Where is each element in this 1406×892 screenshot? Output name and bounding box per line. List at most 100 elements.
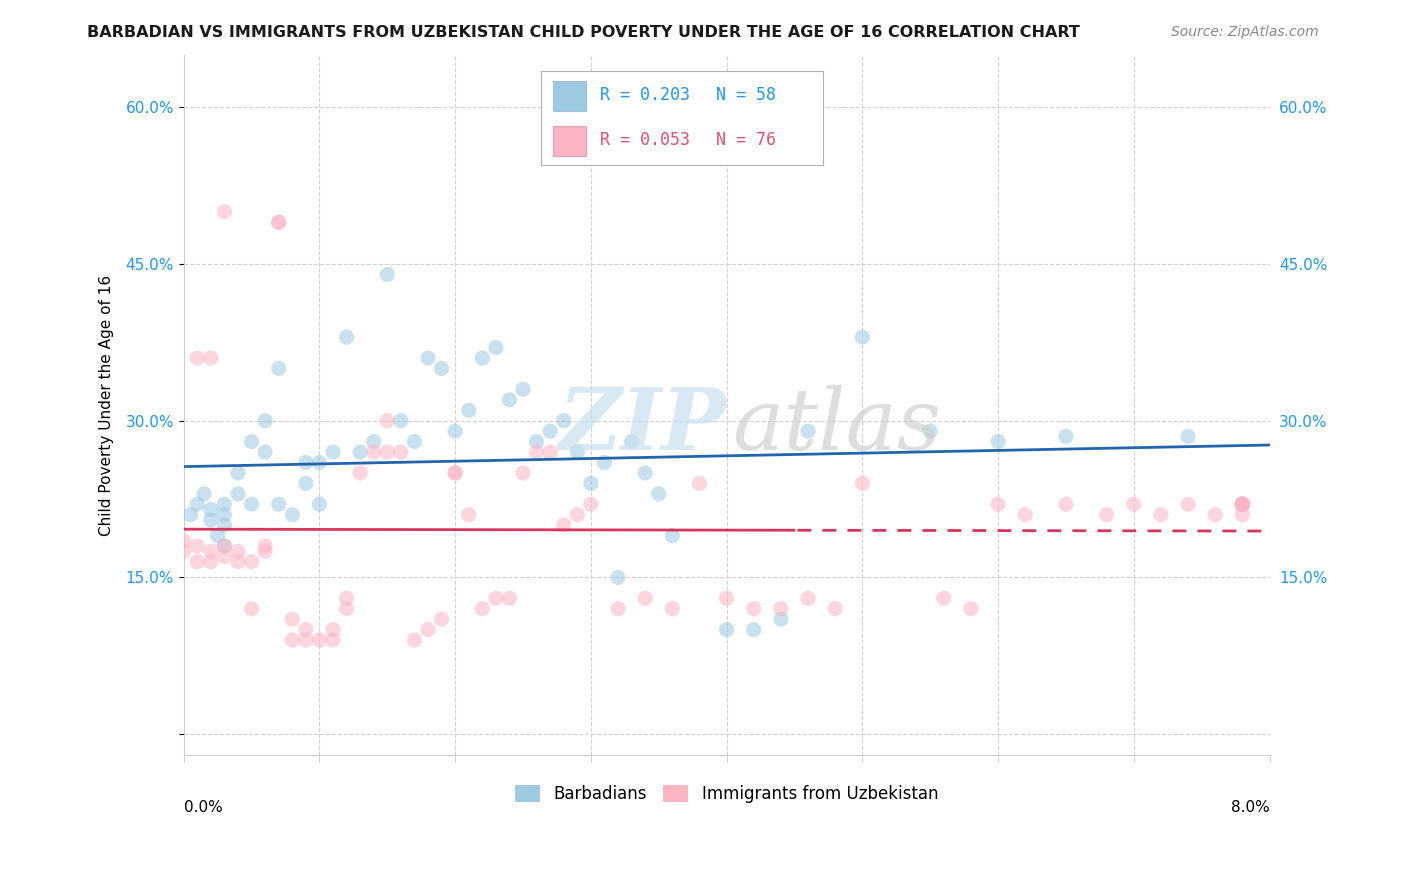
Point — [308, 497, 330, 511]
Point — [240, 497, 263, 511]
Point — [1177, 429, 1199, 443]
Point — [430, 361, 453, 376]
Text: 8.0%: 8.0% — [1230, 800, 1270, 815]
Point — [254, 445, 277, 459]
Point — [375, 445, 398, 459]
Point — [226, 466, 249, 480]
Point — [254, 414, 277, 428]
Point — [295, 455, 318, 469]
Y-axis label: Child Poverty Under the Age of 16: Child Poverty Under the Age of 16 — [100, 275, 114, 535]
Point — [200, 502, 222, 516]
Text: BARBADIAN VS IMMIGRANTS FROM UZBEKISTAN CHILD POVERTY UNDER THE AGE OF 16 CORREL: BARBADIAN VS IMMIGRANTS FROM UZBEKISTAN … — [87, 25, 1080, 40]
Point — [267, 215, 290, 229]
Point — [322, 445, 344, 459]
Point — [267, 215, 290, 229]
Point — [322, 633, 344, 648]
Point — [526, 445, 548, 459]
Point — [1232, 497, 1254, 511]
Point — [538, 445, 561, 459]
Point — [193, 487, 215, 501]
Point — [553, 414, 575, 428]
Point — [797, 424, 820, 438]
Point — [1177, 497, 1199, 511]
Point — [742, 623, 765, 637]
Point — [1054, 497, 1077, 511]
Text: 0.0%: 0.0% — [184, 800, 222, 815]
Point — [281, 633, 304, 648]
Text: Source: ZipAtlas.com: Source: ZipAtlas.com — [1171, 25, 1319, 39]
Point — [254, 544, 277, 558]
Point — [335, 591, 357, 606]
Point — [207, 528, 229, 542]
Point — [607, 570, 630, 584]
Point — [389, 414, 412, 428]
Point — [607, 601, 630, 615]
Point — [404, 633, 426, 648]
Text: R = 0.053: R = 0.053 — [600, 131, 690, 149]
Point — [295, 476, 318, 491]
Point — [960, 601, 983, 615]
Point — [851, 330, 873, 344]
Point — [471, 351, 494, 365]
Point — [240, 555, 263, 569]
Text: N = 58: N = 58 — [716, 87, 776, 104]
Point — [186, 351, 208, 365]
Point — [254, 539, 277, 553]
Point — [512, 466, 534, 480]
Point — [824, 601, 846, 615]
Point — [471, 601, 494, 615]
Point — [593, 455, 616, 469]
Point — [335, 601, 357, 615]
Point — [1095, 508, 1118, 522]
Point — [335, 330, 357, 344]
Point — [375, 268, 398, 282]
Point — [226, 544, 249, 558]
Point — [240, 434, 263, 449]
Point — [179, 508, 201, 522]
Point — [295, 633, 318, 648]
Point — [512, 383, 534, 397]
Point — [457, 403, 479, 417]
Point — [1122, 497, 1144, 511]
Point — [214, 539, 236, 553]
Point — [851, 476, 873, 491]
Point — [1054, 429, 1077, 443]
Point — [579, 476, 602, 491]
Point — [1232, 497, 1254, 511]
Point — [200, 555, 222, 569]
Point — [416, 351, 439, 365]
Point — [281, 508, 304, 522]
Point — [416, 623, 439, 637]
Point — [214, 204, 236, 219]
Point — [295, 623, 318, 637]
Point — [553, 518, 575, 533]
Point — [322, 623, 344, 637]
Point — [349, 466, 371, 480]
Text: N = 76: N = 76 — [716, 131, 776, 149]
Point — [1204, 508, 1226, 522]
Point — [526, 434, 548, 449]
Point — [349, 445, 371, 459]
Point — [920, 424, 942, 438]
Point — [444, 466, 467, 480]
Point — [567, 508, 589, 522]
Point — [200, 513, 222, 527]
Point — [987, 497, 1010, 511]
Point — [567, 445, 589, 459]
Point — [498, 591, 520, 606]
Point — [634, 466, 657, 480]
Point — [661, 601, 683, 615]
Bar — [553, 81, 586, 111]
Point — [200, 544, 222, 558]
Point — [538, 424, 561, 438]
Point — [1232, 497, 1254, 511]
Point — [267, 497, 290, 511]
Point — [620, 434, 643, 449]
Point — [444, 466, 467, 480]
Point — [214, 539, 236, 553]
Point — [457, 508, 479, 522]
Point — [769, 612, 792, 626]
Point — [485, 341, 508, 355]
Point — [634, 591, 657, 606]
Point — [214, 497, 236, 511]
